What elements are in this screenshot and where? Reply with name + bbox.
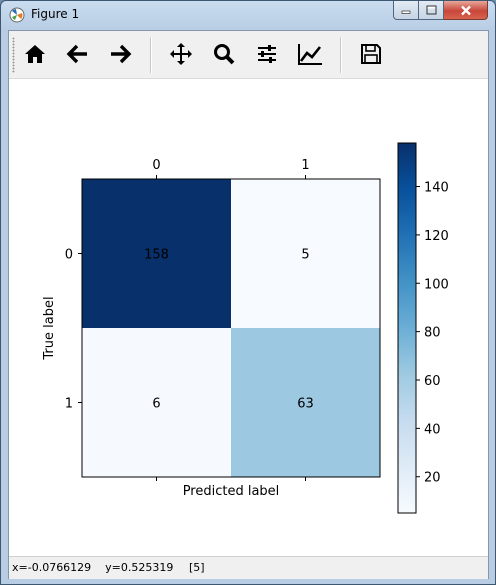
- back-button[interactable]: [63, 39, 93, 69]
- cell-value-label: 5: [301, 248, 309, 263]
- y-tick-label: 0: [65, 248, 73, 263]
- colorbar-tick-label: 140: [424, 181, 449, 196]
- x-axis-label: Predicted label: [183, 484, 280, 499]
- colorbar-tick-label: 60: [424, 374, 441, 389]
- heatmap-cell: [82, 179, 231, 328]
- maximize-icon: [426, 5, 436, 15]
- line-chart-icon: [298, 44, 322, 65]
- heatmap-cell: [82, 328, 231, 477]
- zoom-button[interactable]: [209, 39, 239, 69]
- cell-value-label: 63: [297, 397, 314, 412]
- forward-button[interactable]: [105, 39, 135, 69]
- x-tick-label: 0: [152, 158, 160, 173]
- toolbar-separator: [340, 37, 342, 73]
- x-tick-label: 1: [301, 158, 309, 173]
- colorbar: [397, 142, 417, 514]
- save-button[interactable]: [356, 39, 386, 69]
- move-icon: [170, 43, 192, 65]
- matplotlib-app-icon: [9, 7, 25, 23]
- pan-button[interactable]: [166, 39, 196, 69]
- toolbar-separator: [150, 37, 152, 73]
- edit-axes-button[interactable]: [295, 39, 325, 69]
- window-title: Figure 1: [31, 7, 80, 21]
- cell-value-label: 6: [152, 397, 160, 412]
- cursor-coordinates: x=-0.0766129 y=0.525319: [12, 561, 174, 574]
- magnifier-icon: [214, 44, 235, 65]
- home-button[interactable]: [20, 39, 50, 69]
- heatmap-cell: [231, 179, 380, 328]
- maximize-button[interactable]: [419, 1, 444, 20]
- minimize-button[interactable]: [393, 1, 419, 20]
- heatmap-cell-labels: 158 5 6 63: [144, 248, 314, 412]
- floppy-disk-icon: [361, 44, 381, 64]
- colorbar-tick-label: 100: [424, 277, 449, 292]
- sliders-icon: [258, 45, 276, 63]
- toolbar-grip[interactable]: [12, 37, 15, 73]
- y-axis-ticks: 01: [65, 248, 82, 412]
- arrow-left-icon: [66, 44, 87, 64]
- cell-value-label: 158: [144, 248, 169, 263]
- close-button[interactable]: [444, 1, 488, 20]
- heatmap-cells: [82, 179, 380, 477]
- close-icon: [460, 5, 471, 15]
- navigation-toolbar: [9, 31, 488, 79]
- subplots-button[interactable]: [252, 39, 282, 69]
- arrow-right-icon: [111, 44, 132, 64]
- title-bar[interactable]: Figure 1: [1, 1, 495, 29]
- colorbar-tick-label: 40: [424, 422, 441, 437]
- colorbar-tick-label: 20: [424, 471, 441, 486]
- colorbar-tick-label: 120: [424, 229, 449, 244]
- colorbar-tick-label: 80: [424, 326, 441, 341]
- cursor-data-value: [5]: [189, 561, 205, 574]
- minimize-icon: [401, 10, 411, 14]
- colorbar-ticks: 20 40 60 80 100 120 140: [416, 181, 449, 486]
- status-bar: x=-0.0766129 y=0.525319 [5]: [9, 556, 488, 579]
- home-icon: [25, 45, 45, 63]
- axes-frame: [81, 178, 381, 478]
- heatmap-cell: [231, 328, 380, 477]
- y-axis-label: True label: [42, 296, 57, 360]
- y-tick-label: 1: [65, 397, 73, 412]
